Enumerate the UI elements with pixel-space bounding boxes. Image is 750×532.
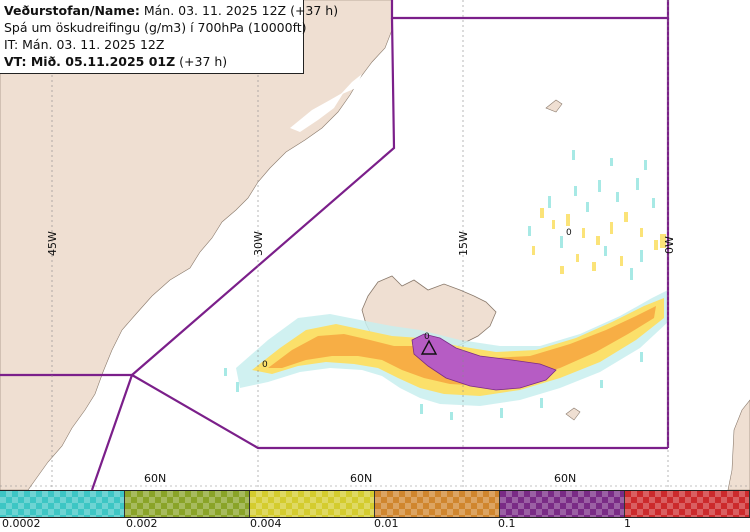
graticule — [0, 0, 750, 490]
norway-coast — [727, 399, 750, 490]
fir-boundary-west — [131, 17, 396, 376]
colorbar-tick-1: 0.002 — [126, 517, 158, 530]
valid-time: VT: Mið. 05.11.2025 01Z — [4, 54, 176, 69]
contour-label-w: 0 — [262, 360, 268, 370]
colorbar-segment-4 — [500, 491, 625, 517]
lat-label-60n-2: 60N — [350, 472, 373, 485]
map-canvas: 45W 30W 15W 0W 60N 60N 60N 0 0 0 Veðurst… — [0, 0, 750, 490]
forecast-description: Spá um öskudreifingu (g/m3) í 700hPa (10… — [4, 20, 307, 35]
ash-plume — [224, 150, 668, 420]
map-svg — [0, 0, 750, 490]
plume-yellow-band — [252, 298, 664, 396]
valid-time-line: VT: Mið. 05.11.2025 01Z (+37 h) — [4, 53, 299, 70]
initial-time: IT: Mán. 03. 11. 2025 12Z — [4, 37, 165, 52]
forecast-header-line1: Veðurstofan/Name: Mán. 03. 11. 2025 12Z … — [4, 2, 338, 19]
lon-label-45w: 45W — [46, 231, 59, 256]
lon-label-30w: 30W — [252, 231, 265, 256]
colorbar-tick-3: 0.01 — [374, 517, 399, 530]
greenland-fjord-2 — [340, 74, 362, 95]
colorbar-tick-4: 0.1 — [498, 517, 516, 530]
contour-label-ne: 0 — [566, 228, 572, 238]
colorbar-tick-5: 1 — [624, 517, 631, 530]
fir-boundary-north — [390, 0, 670, 20]
issue-time: Mán. 03. 11. 2025 12Z (+37 h) — [139, 3, 339, 18]
volcano-marker — [420, 339, 438, 355]
colorbar-tick-2: 0.004 — [250, 517, 282, 530]
faroe-island — [565, 407, 581, 421]
colorbar-tick-0: 0.0002 — [2, 517, 41, 530]
colorbar-segment-0 — [0, 491, 125, 517]
small-island-ne — [545, 99, 563, 113]
plume-orange-band — [268, 306, 656, 386]
contour-label-iceland: 0 — [424, 332, 430, 342]
concentration-colorbar — [0, 490, 750, 518]
issuer-label: Veðurstofan/Name: — [4, 3, 140, 18]
greenland-fjord — [290, 92, 344, 132]
fir-boundary-greenland — [0, 373, 134, 490]
lon-label-15w: 15W — [457, 231, 470, 256]
colorbar-tick-labels: 0.0002 0.002 0.004 0.01 0.1 1 — [0, 517, 750, 532]
valid-time-offset: (+37 h) — [175, 54, 228, 69]
fir-boundary-south — [131, 374, 668, 450]
colorbar-segment-2 — [250, 491, 375, 517]
plume-purple-core — [411, 333, 557, 391]
colorbar-segment-1 — [125, 491, 250, 517]
colorbar-segment-5 — [625, 491, 750, 517]
lat-label-60n-1: 60N — [144, 472, 167, 485]
colorbar-segment-3 — [375, 491, 500, 517]
lon-label-0w: 0W — [663, 236, 676, 254]
lat-label-60n-3: 60N — [554, 472, 577, 485]
forecast-info-box: Veðurstofan/Name: Mán. 03. 11. 2025 12Z … — [0, 0, 338, 74]
